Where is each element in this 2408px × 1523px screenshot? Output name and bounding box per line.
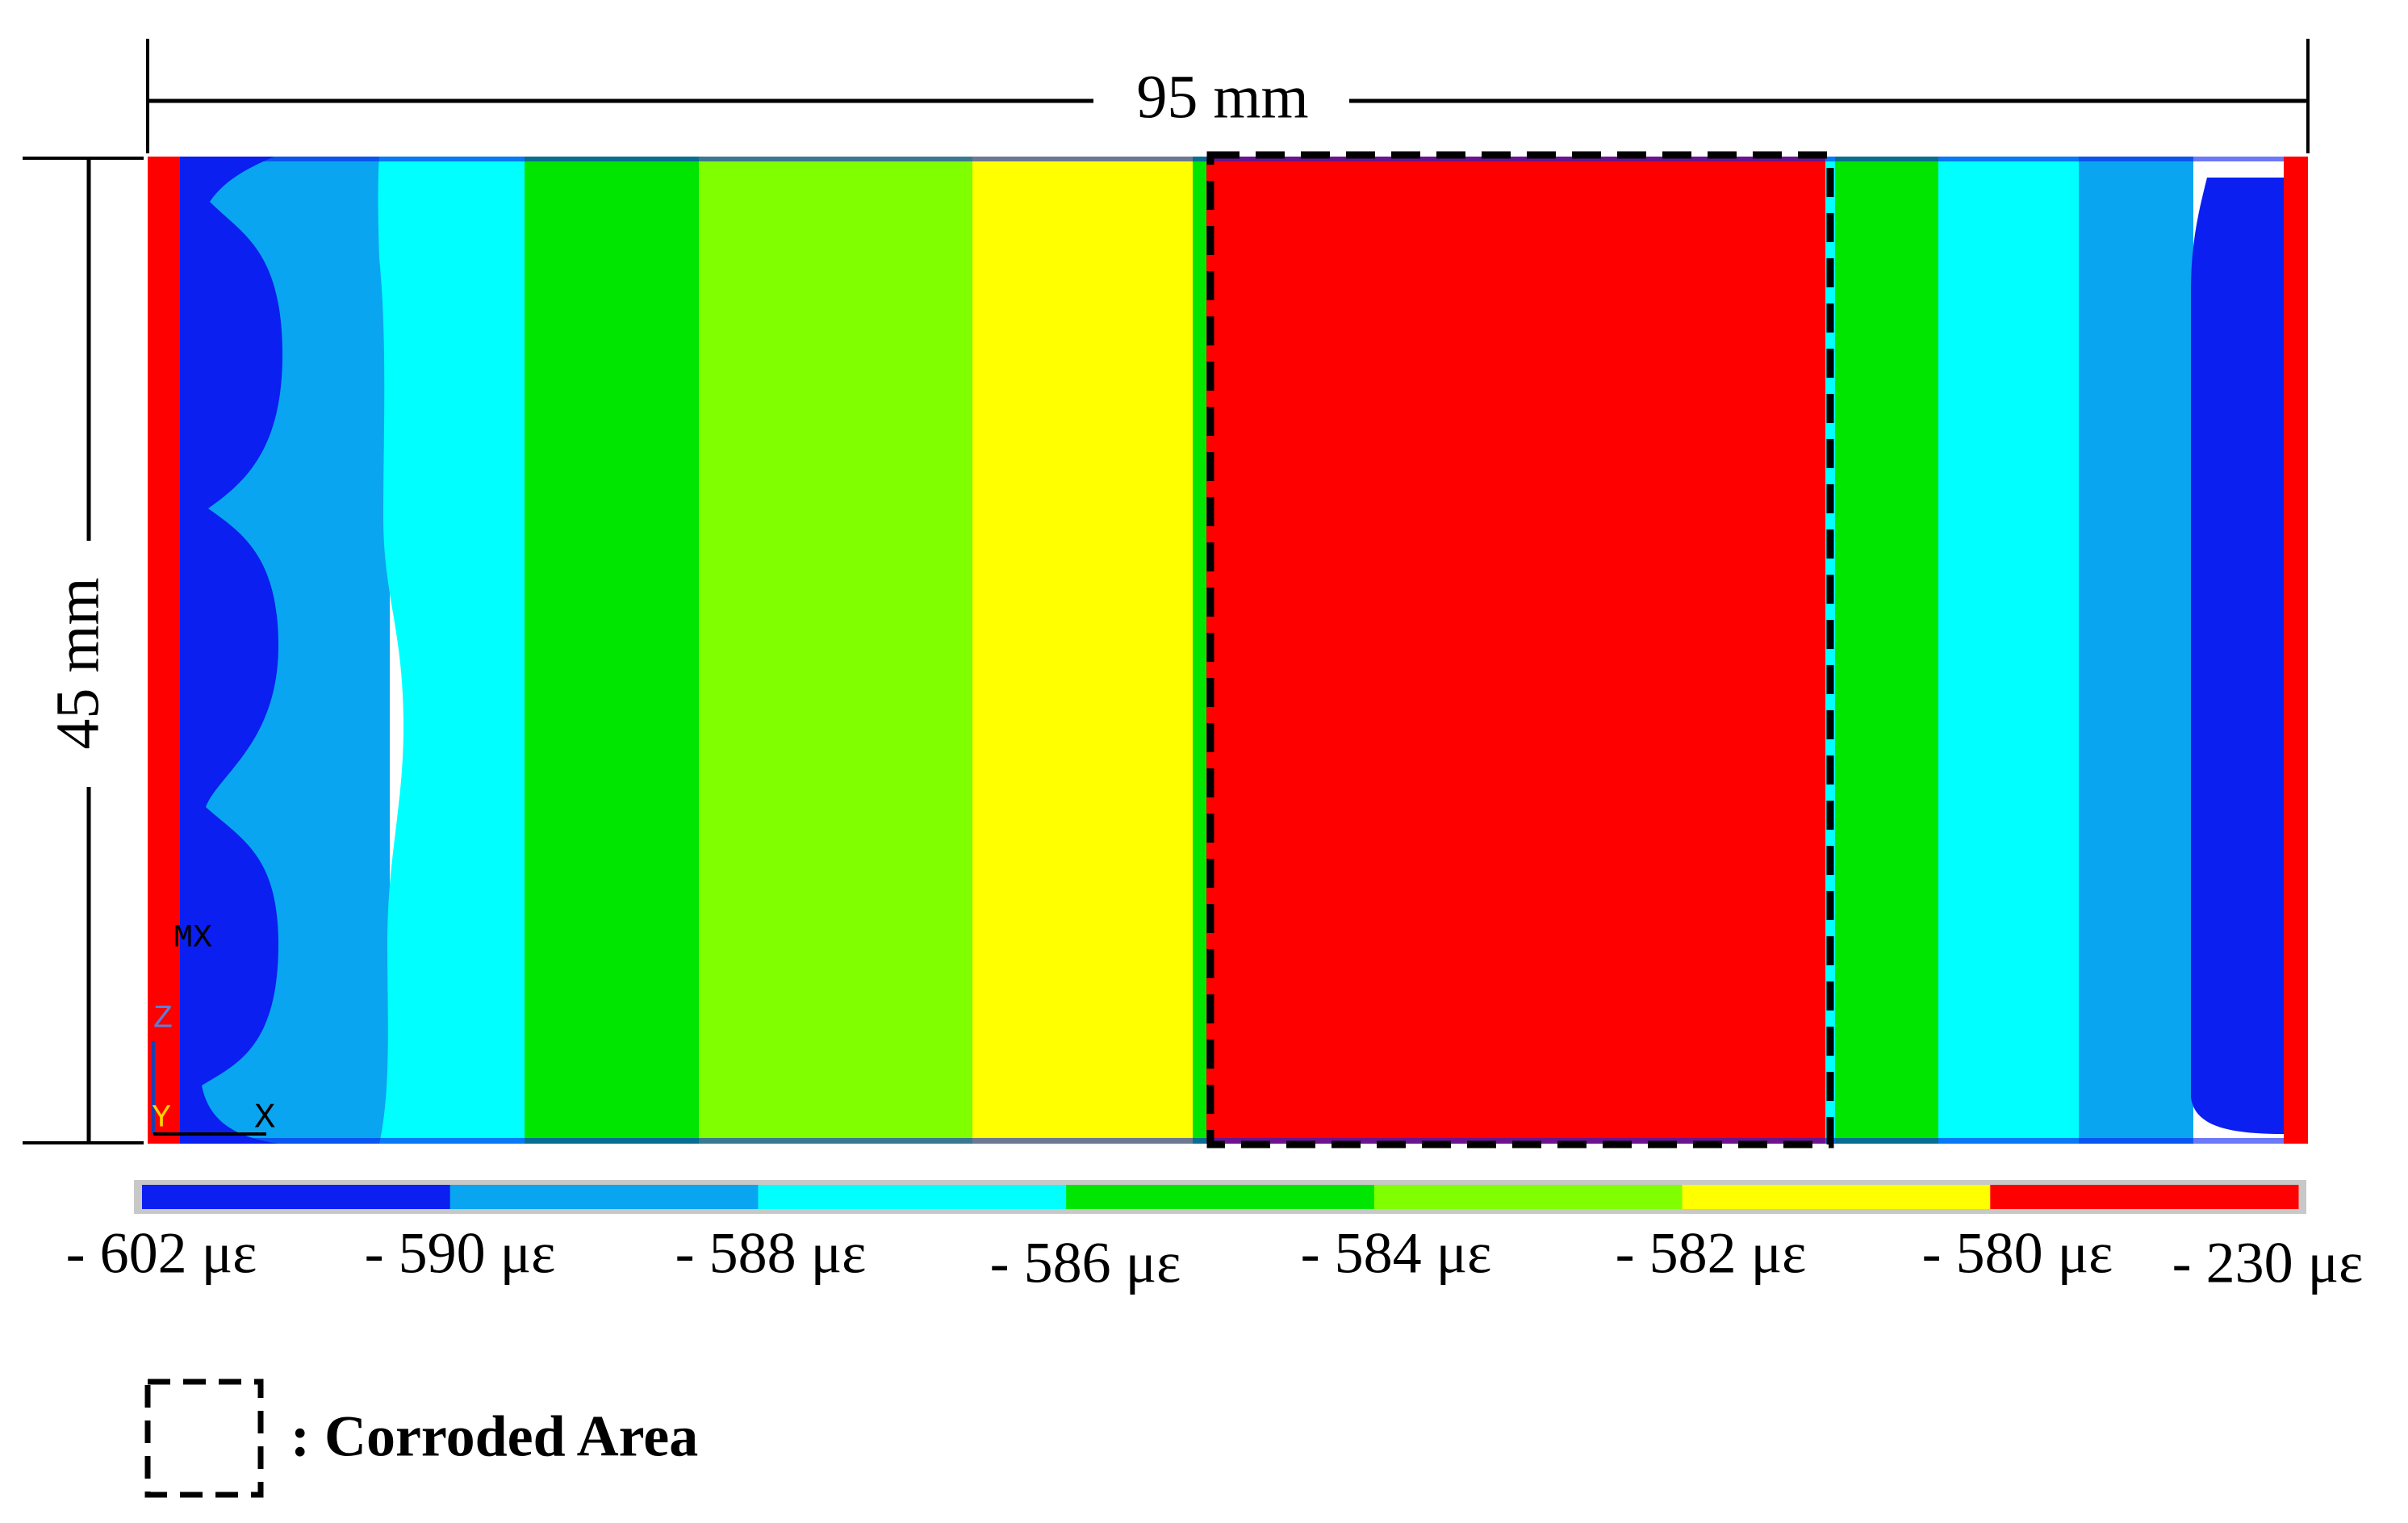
contour-band-cyan-left xyxy=(378,157,533,1144)
color-legend: - 602 με - 590 με - 588 με - 586 με - 584 με… xyxy=(66,1180,2364,1295)
legend-band xyxy=(1373,1185,1683,1209)
contour-band-lightblue-right xyxy=(2079,157,2193,1144)
corroded-area-key: : Corroded Area xyxy=(144,1379,698,1498)
legend-label: - 586 με xyxy=(990,1231,1181,1295)
width-dimension: 95 mm xyxy=(146,39,2310,153)
strain-contour-plot xyxy=(148,151,2308,1149)
width-label: 95 mm xyxy=(1136,63,1308,131)
height-dimension: 45 mm xyxy=(23,157,144,1144)
legend-labels: - 602 με - 590 με - 588 με - 586 με - 584 με… xyxy=(66,1221,2364,1295)
contour-top-edge xyxy=(180,157,2284,161)
contour-band-red-corroded xyxy=(1206,157,1828,1144)
contour-band-yellowgreen xyxy=(699,157,975,1144)
legend-band xyxy=(1682,1185,1991,1209)
contour-band-lightblue-left xyxy=(202,157,390,1144)
coordinate-triad: MX Z Y X xyxy=(152,921,275,1139)
contour-edge-left xyxy=(148,157,180,1144)
contour-band-transition-left xyxy=(1193,157,1209,1144)
triad-z-label: Z xyxy=(153,1002,173,1038)
key-label: : Corroded Area xyxy=(291,1404,698,1469)
contour-edge-right xyxy=(2284,157,2308,1144)
height-label: 45 mm xyxy=(44,577,111,749)
legend-label: - 584 με xyxy=(1301,1221,1492,1286)
legend-band xyxy=(142,1185,451,1209)
legend-band xyxy=(758,1185,1067,1209)
triad-mx-label: MX xyxy=(173,921,212,957)
triad-x-label: X xyxy=(254,1098,275,1139)
contour-band-cyan-right xyxy=(1938,157,2080,1144)
legend-label: - 582 με xyxy=(1616,1221,1807,1286)
corroded-area-outline xyxy=(1206,151,1834,1149)
contour-band-yellow xyxy=(972,157,1206,1144)
legend-label: - 602 με xyxy=(66,1221,257,1286)
legend-bands xyxy=(142,1185,2299,1209)
legend-label: - 588 με xyxy=(675,1221,867,1286)
contour-band-green-right xyxy=(1835,157,1940,1144)
legend-band xyxy=(1066,1185,1375,1209)
legend-label: - 590 με xyxy=(365,1221,556,1286)
legend-band xyxy=(449,1185,759,1209)
legend-band xyxy=(1990,1185,2299,1209)
contour-band-blue-right xyxy=(2191,178,2284,1134)
contour-band-green-left xyxy=(525,157,700,1144)
triad-y-label: Y xyxy=(152,1101,171,1137)
legend-label: - 230 με xyxy=(2172,1231,2364,1295)
key-dashed-box-icon xyxy=(144,1379,264,1498)
legend-label: - 580 με xyxy=(1922,1221,2113,1286)
contour-bottom-edge xyxy=(180,1138,2284,1144)
